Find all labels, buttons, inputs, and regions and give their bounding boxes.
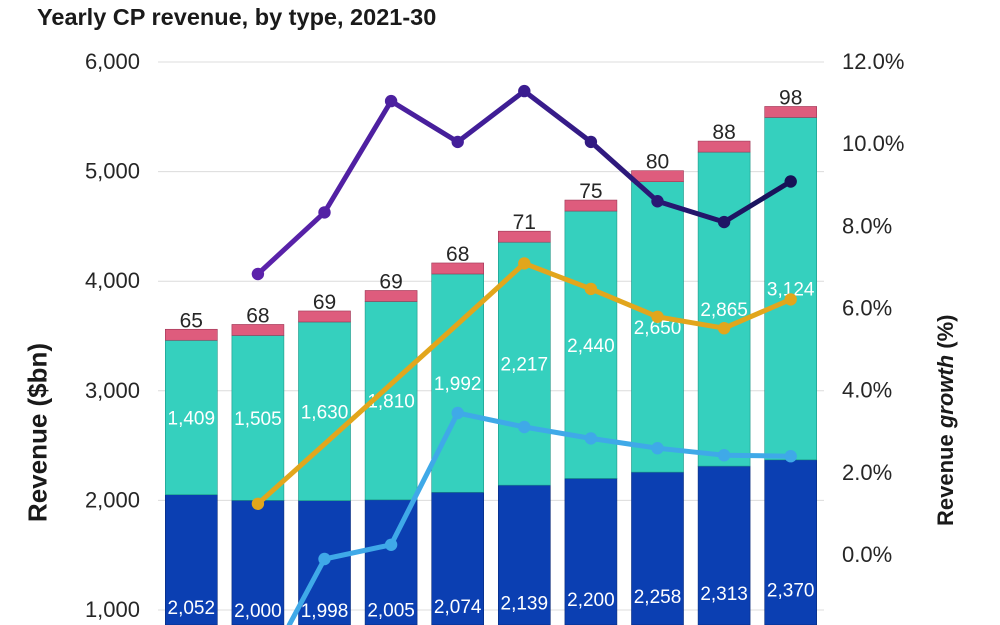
svg-text:2,139: 2,139 [501,593,549,614]
svg-text:71: 71 [513,211,536,234]
svg-text:2,000: 2,000 [85,487,140,512]
svg-text:88: 88 [712,121,735,144]
svg-text:69: 69 [379,270,402,293]
svg-text:2,074: 2,074 [434,597,482,618]
svg-text:8.0%: 8.0% [842,213,892,238]
svg-text:1,000: 1,000 [85,597,140,622]
svg-text:1,992: 1,992 [434,374,482,395]
svg-text:3,000: 3,000 [85,378,140,403]
svg-text:68: 68 [446,243,469,266]
svg-text:0.0%: 0.0% [842,542,892,567]
svg-text:1,409: 1,409 [168,408,216,429]
svg-text:80: 80 [646,151,669,174]
svg-text:1,505: 1,505 [234,409,282,430]
svg-text:2,052: 2,052 [168,598,216,619]
svg-text:4,000: 4,000 [85,268,140,293]
svg-text:1,998: 1,998 [301,601,349,622]
svg-text:2,440: 2,440 [567,336,615,357]
svg-text:6.0%: 6.0% [842,296,892,321]
svg-text:75: 75 [579,180,602,203]
svg-text:2.0%: 2.0% [842,460,892,485]
svg-text:65: 65 [180,309,203,332]
svg-text:69: 69 [313,291,336,314]
svg-text:2,370: 2,370 [767,581,815,602]
svg-text:2,865: 2,865 [700,300,748,321]
svg-text:6,000: 6,000 [85,49,140,74]
svg-text:68: 68 [246,304,269,327]
svg-text:12.0%: 12.0% [842,49,904,74]
svg-text:2,258: 2,258 [634,587,682,608]
svg-text:98: 98 [779,86,802,109]
svg-text:2,005: 2,005 [367,601,415,622]
svg-text:2,313: 2,313 [700,584,748,605]
svg-text:1,630: 1,630 [301,402,349,423]
svg-text:2,200: 2,200 [567,590,615,611]
svg-text:5,000: 5,000 [85,159,140,184]
svg-text:10.0%: 10.0% [842,131,904,156]
svg-text:2,000: 2,000 [234,601,282,622]
svg-text:4.0%: 4.0% [842,378,892,403]
svg-text:2,217: 2,217 [501,355,549,376]
